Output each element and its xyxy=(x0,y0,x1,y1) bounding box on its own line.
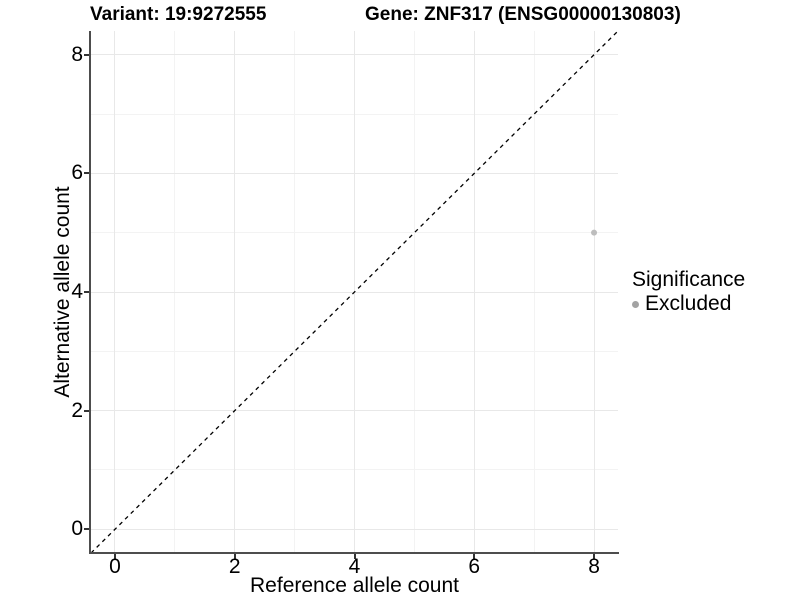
y-tick-mark xyxy=(84,409,89,412)
x-tick-mark xyxy=(113,554,116,559)
x-axis-line xyxy=(89,552,619,554)
x-tick-label: 2 xyxy=(228,555,241,578)
variant-title: Variant: 19:9272555 xyxy=(90,4,267,25)
identity-line xyxy=(91,31,618,553)
y-tick-label: 2 xyxy=(71,398,83,422)
x-tick-mark xyxy=(233,554,236,559)
gene-title: Gene: ZNF317 (ENSG00000130803) xyxy=(365,4,681,25)
y-tick-label: 8 xyxy=(71,42,83,66)
x-tick-label: 0 xyxy=(109,555,121,578)
legend: Significance Excluded xyxy=(632,267,745,316)
legend-item-label: Excluded xyxy=(645,292,732,315)
x-tick-label: 4 xyxy=(348,555,361,578)
y-tick-mark xyxy=(84,528,89,531)
plot-panel xyxy=(91,31,618,553)
y-axis-line xyxy=(89,31,91,554)
y-tick-mark xyxy=(84,172,89,175)
y-tick-mark xyxy=(84,53,89,56)
x-tick-label: 6 xyxy=(468,555,481,578)
y-tick-label: 6 xyxy=(71,161,83,185)
legend-title: Significance xyxy=(632,268,746,291)
y-tick-label: 4 xyxy=(71,280,83,303)
y-major-gridline xyxy=(91,410,618,412)
x-tick-label: 8 xyxy=(588,555,600,578)
x-tick-mark xyxy=(473,554,476,559)
legend-item-excluded: Excluded xyxy=(632,292,745,316)
data-point xyxy=(591,229,598,236)
data-points xyxy=(591,229,598,236)
y-major-gridline xyxy=(91,54,618,56)
y-tick-label: 0 xyxy=(71,517,83,541)
x-axis-title: Reference allele count xyxy=(250,574,459,597)
plot-overlay xyxy=(91,31,618,553)
y-tick-mark xyxy=(84,291,89,293)
y-major-gridline xyxy=(91,172,618,174)
y-major-gridline xyxy=(91,528,618,530)
x-tick-mark xyxy=(593,554,596,559)
x-tick-mark xyxy=(353,554,356,559)
legend-key-dot-icon xyxy=(632,300,639,308)
